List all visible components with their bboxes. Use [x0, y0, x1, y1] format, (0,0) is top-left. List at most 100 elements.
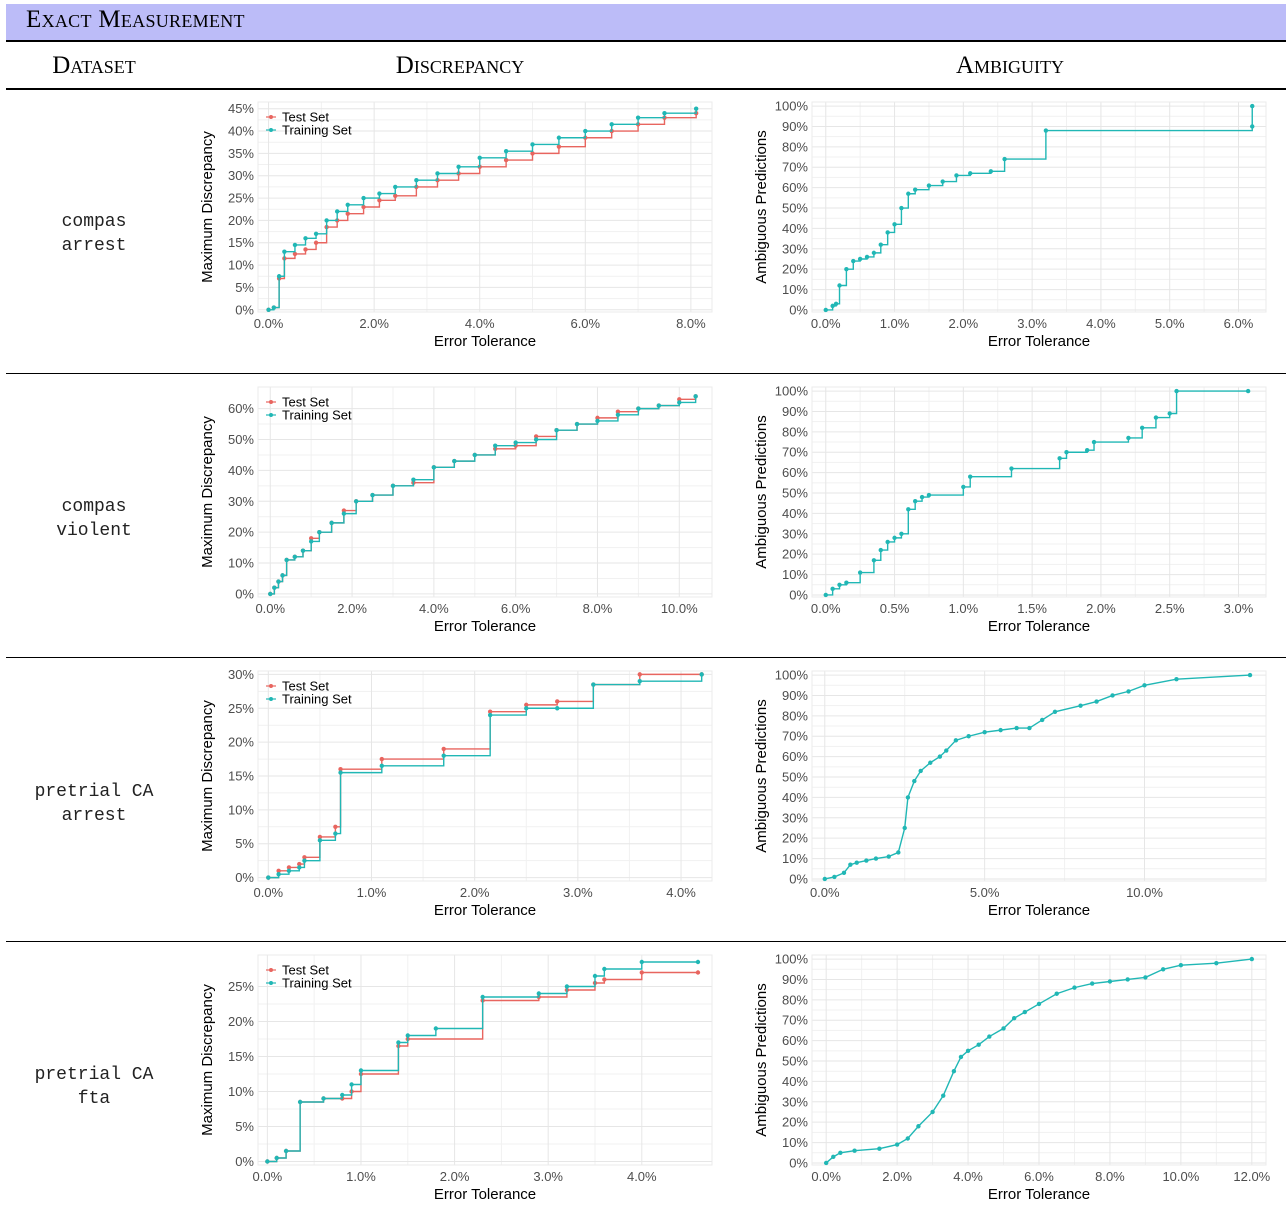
y-tick-label: 20% [782, 1115, 808, 1130]
x-tick-label: 5.0% [970, 885, 1000, 900]
data-point [1107, 979, 1113, 984]
plot-border [811, 670, 1267, 882]
data-point [592, 973, 598, 979]
data-point [639, 959, 644, 965]
x-axis-title: Error Tolerance [434, 333, 536, 350]
data-point [844, 266, 849, 272]
ambiguity-chart-pretrial-fta: 0.0% 2.0% 4.0% 6.0% 8.0% 10.0% 12.0% 0% 10% 20% 30… [753, 952, 1270, 1203]
data-point [988, 169, 994, 174]
data-point [1043, 128, 1049, 133]
data-point [303, 236, 308, 241]
data-point [838, 1150, 843, 1155]
data-point [341, 511, 347, 516]
data-point [919, 494, 925, 500]
legend-label: Training Set [282, 692, 352, 707]
y-tick-label: 0% [235, 586, 254, 601]
data-point [961, 484, 966, 490]
discrepancy-chart-compas-violent: 0.0% 2.0% 4.0% 6.0% 8.0% 10.0% 0% 10% 20% 30% 40% 5… [199, 386, 713, 635]
data-point [1174, 388, 1179, 394]
data-point [556, 144, 562, 149]
data-point [953, 738, 959, 743]
y-tick-label: 5% [235, 280, 254, 295]
x-axis-title: Error Tolerance [988, 333, 1090, 350]
data-point [292, 251, 298, 257]
x-tick-label: 6.0% [570, 316, 600, 331]
data-point [555, 699, 560, 704]
data-point [595, 418, 600, 424]
legend-key-point [269, 697, 273, 701]
data-point [968, 171, 973, 176]
y-tick-label: 90% [782, 688, 808, 703]
data-point [1153, 415, 1159, 420]
plot-background [258, 102, 712, 312]
x-tick-label: 1.0% [346, 1169, 376, 1184]
data-point [639, 970, 644, 975]
data-point [830, 586, 835, 592]
data-point [530, 151, 535, 156]
y-axis-title: Maximum Discrepancy [199, 416, 216, 568]
data-point [503, 157, 509, 163]
y-tick-label: 25% [228, 191, 254, 206]
data-point [987, 1034, 992, 1039]
x-tick-label: 12.0% [1233, 1169, 1270, 1184]
y-tick-label: 30% [228, 667, 254, 682]
y-tick-label: 20% [782, 262, 808, 277]
y-tick-label: 100% [775, 668, 809, 683]
y-tick-label: 60% [228, 401, 254, 416]
y-tick-label: 70% [782, 160, 808, 175]
row-label-pretrial-arrest: pretrial CA arrest [14, 780, 174, 828]
row-label-compas-arrest: compas arrest [14, 210, 174, 258]
x-tick-label: 3.0% [1017, 316, 1047, 331]
data-point [912, 498, 918, 504]
data-point [695, 959, 701, 965]
legend-label: Training Set [282, 976, 352, 991]
discrepancy-chart-compas-arrest: 0.0% 2.0% 4.0% 6.0% 8.0% 0% 5% 10% 15% 20% 25% 30% 3… [199, 101, 713, 350]
y-tick-label: 50% [228, 432, 254, 447]
y-tick-label: 80% [782, 139, 808, 154]
x-tick-label: 2.0% [359, 316, 389, 331]
plot-border [257, 670, 713, 882]
data-point [317, 838, 323, 843]
data-point [637, 678, 642, 684]
data-point [334, 209, 340, 214]
y-axis-title: Ambiguous Predictions [753, 130, 770, 283]
y-tick-label: 60% [782, 749, 808, 764]
legend-key-point [269, 684, 273, 688]
data-point [487, 709, 493, 714]
data-point [317, 834, 323, 840]
plot-background [812, 102, 1266, 312]
data-point [1214, 960, 1219, 966]
y-tick-label: 15% [228, 235, 254, 250]
data-point [823, 307, 828, 313]
row-label-line2: fta [77, 1089, 111, 1109]
x-tick-label: 8.0% [676, 316, 706, 331]
y-tick-label: 25% [228, 979, 254, 994]
data-point [276, 868, 281, 874]
y-tick-label: 20% [228, 735, 254, 750]
y-tick-label: 90% [782, 972, 808, 987]
data-point [324, 218, 329, 223]
data-point [857, 570, 863, 575]
plot-background [812, 671, 1266, 881]
y-tick-label: 50% [782, 1054, 808, 1069]
data-point [854, 860, 859, 865]
data-point [1084, 448, 1090, 453]
x-tick-label: 4.0% [465, 316, 495, 331]
y-tick-label: 50% [782, 486, 808, 501]
data-point [822, 876, 827, 882]
y-tick-label: 40% [228, 463, 254, 478]
data-point [503, 148, 509, 154]
x-tick-label: 0.0% [811, 316, 841, 331]
data-point [361, 195, 366, 201]
data-point [396, 1040, 401, 1045]
row-label-line2: arrest [61, 806, 127, 826]
data-point [1011, 1016, 1017, 1021]
section-title: Exact Measurement [26, 6, 245, 33]
data-point [338, 767, 343, 772]
data-point [1022, 1009, 1028, 1015]
data-point [615, 412, 621, 417]
data-point [1126, 689, 1131, 694]
data-point [536, 991, 542, 996]
data-point [272, 585, 277, 590]
data-point [930, 1109, 935, 1115]
